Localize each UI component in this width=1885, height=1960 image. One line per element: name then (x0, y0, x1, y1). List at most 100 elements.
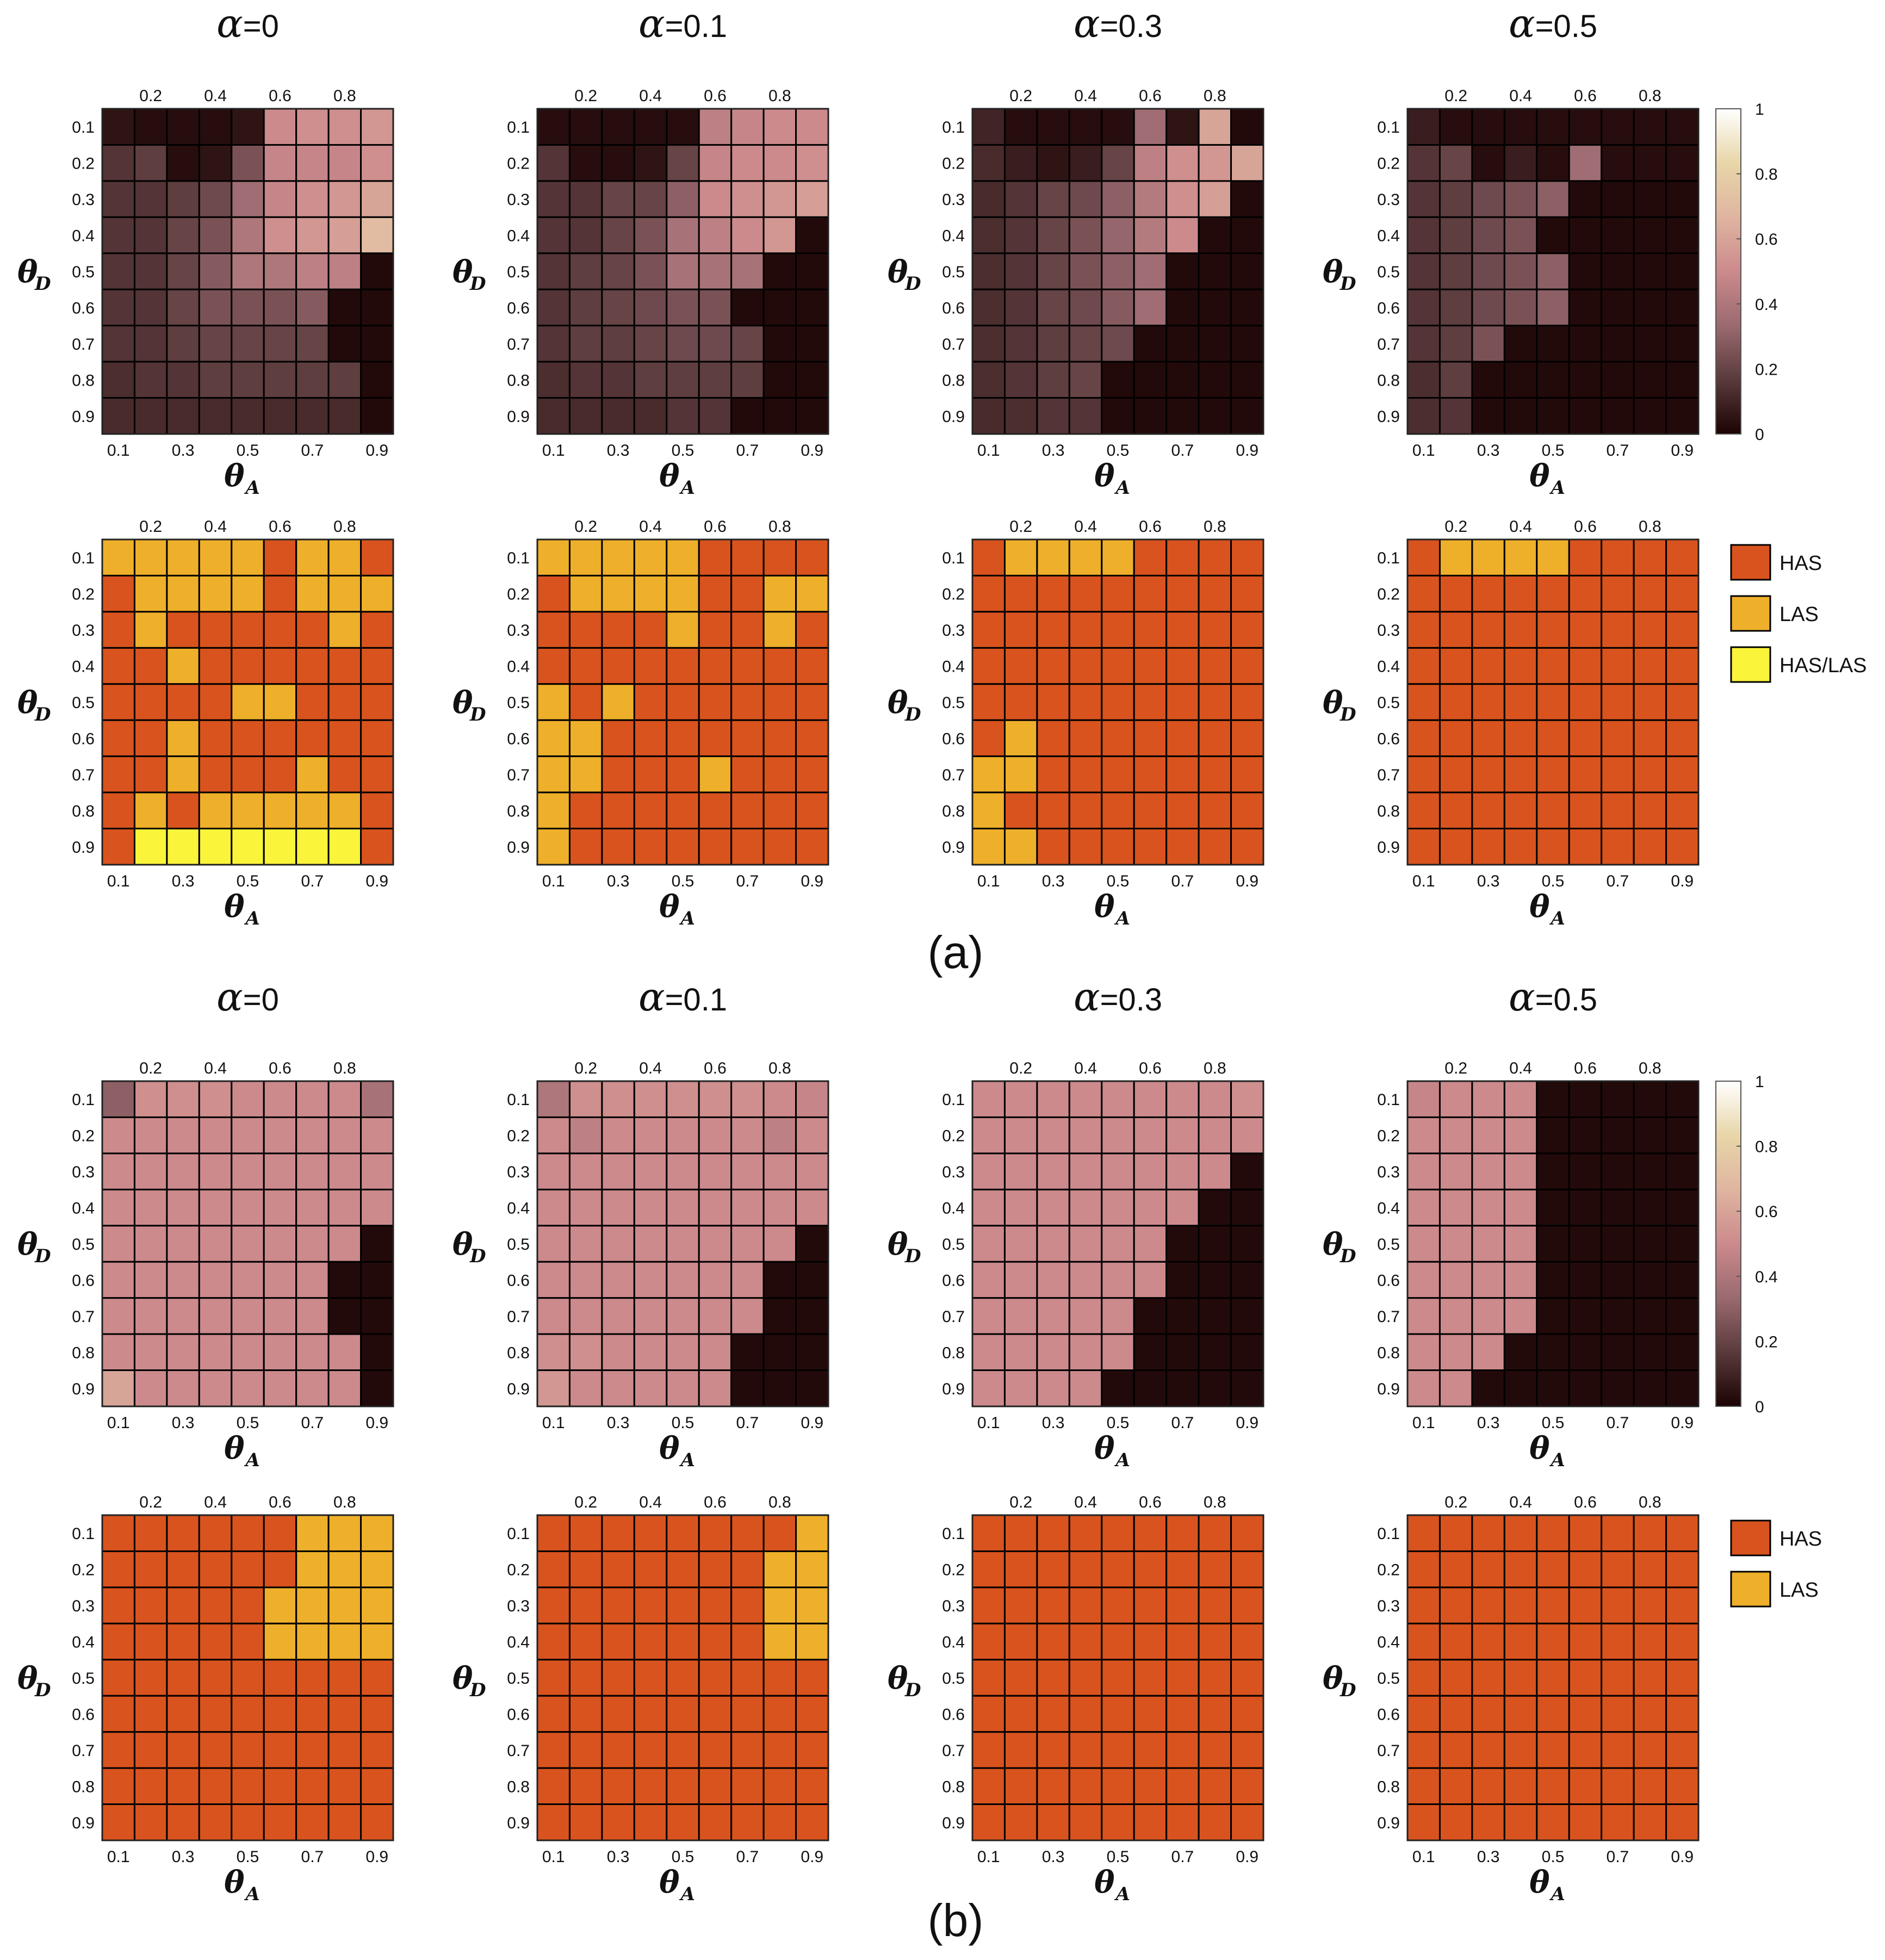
heatmap-cell (698, 252, 733, 290)
state-cell (698, 1659, 733, 1697)
heatmap-cell (263, 1261, 297, 1299)
state-cell (1536, 1550, 1570, 1589)
y-tick-label: 0.5 (72, 263, 95, 281)
state-cell (1568, 647, 1603, 685)
y-tick-label: 0.4 (942, 227, 965, 245)
state-cell (1230, 755, 1264, 793)
y-tick-label: 0.6 (942, 730, 965, 748)
x-top-tick-label: 0.6 (1574, 1059, 1597, 1077)
state-cell (1068, 1586, 1103, 1624)
y-tick-label: 0.6 (507, 1705, 530, 1723)
y-tick-label: 0.6 (1377, 299, 1400, 317)
y-tick-label: 0.6 (72, 1705, 95, 1723)
state-cell (133, 1550, 168, 1589)
heatmap-cell (971, 1369, 1006, 1407)
heatmap-cell (231, 1116, 265, 1155)
x-bottom-tick-label: 0.9 (1236, 1848, 1258, 1866)
alpha-symbol: α (638, 974, 665, 1020)
state-map-panel: 0.10.20.30.40.50.60.70.80.90.2 0.4 0.6 0.80… (1323, 1493, 1700, 1905)
state-cell (327, 611, 362, 649)
x-bottom-tick-label: 0.7 (736, 872, 759, 890)
state-cell (1230, 791, 1264, 830)
y-tick-label: 0.4 (72, 1200, 95, 1218)
heatmap-cell (360, 361, 394, 399)
state-cell (1438, 1550, 1473, 1589)
x-bottom-tick-label: 0.1 (107, 1414, 130, 1432)
x-bottom-tick-label: 0.5 (1542, 1848, 1565, 1866)
heatmap-cell (568, 288, 603, 327)
state-cell (133, 791, 168, 830)
state-cell (1165, 683, 1200, 721)
heatmap-cell (327, 361, 362, 399)
heatmap-cell (198, 1261, 233, 1299)
state-cell (1536, 1659, 1570, 1697)
heatmap-cell (133, 1369, 168, 1407)
heatmap-cell (971, 325, 1006, 363)
heatmap-cell (133, 1152, 168, 1190)
heatmap-cell (1601, 252, 1635, 290)
heatmap-cell (231, 108, 265, 146)
state-cell (166, 538, 200, 576)
state-cell (1101, 1514, 1135, 1552)
state-map-panel: 0.10.20.30.40.50.60.70.80.90.2 0.4 0.6 0.80… (17, 518, 394, 929)
heatmap-cell (1438, 180, 1473, 218)
state-cell (1133, 1586, 1168, 1624)
y-tick-label: 0.8 (1377, 802, 1400, 820)
heatmap-cell (133, 1225, 168, 1263)
state-cell (536, 611, 571, 649)
state-cell (327, 647, 362, 685)
x-bottom-tick-label: 0.7 (1171, 1848, 1194, 1866)
state-cell (1133, 755, 1168, 793)
heatmap-cell (327, 1261, 362, 1299)
heatmap-cell (762, 1152, 797, 1190)
state-cell (536, 1622, 571, 1661)
heatmap-cell (166, 216, 200, 255)
state-cell (601, 683, 635, 721)
state-cell (1101, 791, 1135, 830)
heatmap-cell (166, 1116, 200, 1155)
heatmap-cell (1003, 252, 1038, 290)
heatmap-cell (1633, 1225, 1667, 1263)
heatmap-cell (762, 252, 797, 290)
heatmap-cell (1568, 1080, 1603, 1118)
heatmap-cell (1568, 1116, 1603, 1155)
x-bottom-tick-label: 0.7 (1607, 1414, 1629, 1432)
state-cell (1601, 755, 1635, 793)
x-axis-symbol: θ (1529, 889, 1550, 925)
heatmap-cell (1438, 144, 1473, 182)
heatmap-cell (263, 1188, 297, 1227)
heatmap-cell (1133, 1333, 1168, 1372)
y-tick-label: 0.1 (942, 1091, 965, 1109)
state-cell (730, 683, 765, 721)
heatmap-cell (971, 1225, 1006, 1263)
state-cell (1165, 574, 1200, 613)
state-cell (666, 719, 700, 758)
state-cell (1165, 1550, 1200, 1589)
state-cell (133, 574, 168, 613)
y-tick-label: 0.3 (72, 1597, 95, 1615)
y-axis-symbol: θ (452, 1226, 473, 1262)
heatmap-cell (971, 1261, 1006, 1299)
y-tick-label: 0.9 (72, 1814, 95, 1832)
heatmap-cell (730, 216, 765, 255)
heatmap-cell (1438, 361, 1473, 399)
y-tick-label: 0.5 (1377, 1236, 1400, 1254)
state-cell (633, 611, 668, 649)
x-axis-symbol: θ (1094, 1864, 1115, 1900)
state-cell (666, 1803, 700, 1841)
x-axis-symbol: θ (659, 889, 680, 925)
state-cell (263, 1659, 297, 1697)
x-bottom-tick-label: 0.3 (172, 1414, 195, 1432)
heatmap-cell (666, 1297, 700, 1335)
x-top-tick-label: 0.2 (1444, 1059, 1467, 1077)
state-cell (231, 647, 265, 685)
heatmap-cell (1503, 1261, 1538, 1299)
heatmap-cell (263, 1333, 297, 1372)
state-cell (971, 1586, 1006, 1624)
state-cell (1665, 1767, 1700, 1806)
state-cell (601, 719, 635, 758)
state-cell (1036, 1622, 1070, 1661)
state-cell (698, 719, 733, 758)
